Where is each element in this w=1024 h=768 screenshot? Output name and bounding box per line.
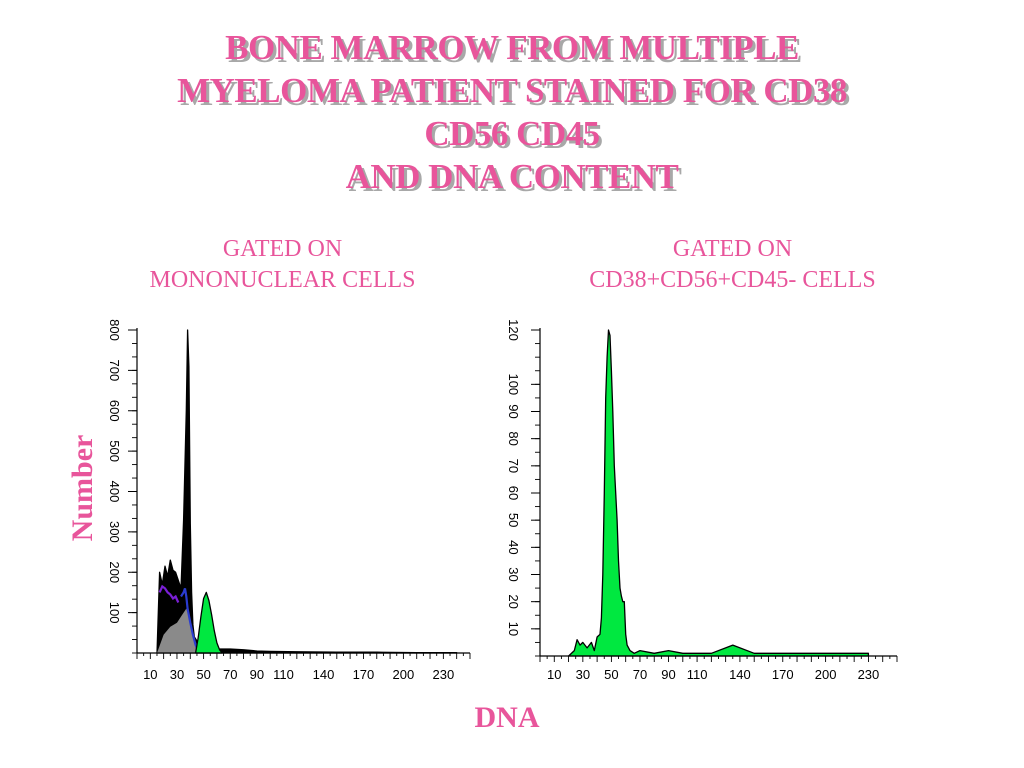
histogram-panel-2: 10 20 30 40 50 60 70 80 90 100 120 10 30 50 70 90 110 140… bbox=[506, 319, 898, 682]
panel-1-series-blue-line bbox=[180, 588, 200, 652]
panel-1-x-tick-label: 110 bbox=[273, 667, 294, 682]
panel-1-y-tick-label: 300 bbox=[107, 521, 122, 543]
right-subtitle-line-1: GATED ON bbox=[672, 236, 793, 262]
main-title: BONE MARROW FROM MULTIPLE MYELOMA PATIEN… bbox=[0, 26, 1024, 198]
panel-1-x-tick-label: 50 bbox=[196, 667, 210, 682]
panel-2-y-tick-label: 40 bbox=[506, 540, 521, 554]
panel-1-x-tick-label: 140 bbox=[313, 667, 335, 682]
panel-1-series-purple-line bbox=[158, 584, 180, 603]
histogram-panel-1: 100 200 300 400 500 600 700 800 10 30 50 70 90 110 140… bbox=[107, 319, 471, 682]
left-subtitle-line-1: GATED ON bbox=[222, 236, 343, 262]
panel-2-y-tick-label: 20 bbox=[506, 594, 521, 608]
panel-2-x-tick-label: 30 bbox=[576, 667, 590, 682]
panel-2-x-tick-label: 50 bbox=[604, 667, 618, 682]
panel-2-x-tick-label: 70 bbox=[633, 667, 647, 682]
title-line-3: CD56 CD45 bbox=[424, 114, 600, 153]
panel-2-y-tick-label: 10 bbox=[506, 622, 521, 636]
title-line-4: AND DNA CONTENT bbox=[345, 157, 679, 196]
panel-1-x-tick-label: 70 bbox=[223, 667, 237, 682]
panel-1-y-tick-label: 800 bbox=[107, 319, 122, 341]
panel-1-y-tick-label: 200 bbox=[107, 561, 122, 583]
panel-2-x-tick-label: 170 bbox=[772, 667, 794, 682]
panel-2-x-tick-label: 200 bbox=[815, 667, 837, 682]
panel-1-series-black-area bbox=[156, 329, 458, 654]
panel-1-x-tick-label: 30 bbox=[170, 667, 184, 682]
panel-1-y-tick-label: 600 bbox=[107, 400, 122, 422]
panel-2-x-tick-label: 90 bbox=[661, 667, 675, 682]
panel-1-y-tick-label: 100 bbox=[107, 602, 122, 624]
panel-2-x-tick-label: 10 bbox=[547, 667, 561, 682]
panel-2-x-tick-label: 230 bbox=[858, 667, 880, 682]
panel-2-y-tick-label: 80 bbox=[506, 431, 521, 445]
left-panel-subtitle: GATED ON MONONUCLEAR CELLS bbox=[60, 234, 505, 296]
panel-2-y-tick-label: 50 bbox=[506, 513, 521, 527]
panel-2-y-tick-label: 70 bbox=[506, 459, 521, 473]
left-subtitle-line-2: MONONUCLEAR CELLS bbox=[149, 267, 416, 293]
title-line-2: MYELOMA PATIENT STAINED FOR CD38 bbox=[177, 71, 847, 110]
panel-1-x-tick-label: 10 bbox=[143, 667, 157, 682]
panel-1-x-tick-label: 170 bbox=[353, 667, 375, 682]
right-subtitle-line-2: CD38+CD56+CD45- CELLS bbox=[589, 267, 876, 293]
x-axis-title: DNA bbox=[474, 701, 540, 734]
panel-2-x-tick-label: 140 bbox=[729, 667, 751, 682]
panel-1-series-green-area bbox=[194, 591, 223, 654]
panel-1-x-tick-label: 230 bbox=[433, 667, 455, 682]
panel-2-y-tick-label: 30 bbox=[506, 567, 521, 581]
panel-1-y-tick-label: 400 bbox=[107, 481, 122, 503]
panel-2-y-tick-label: 100 bbox=[506, 373, 521, 395]
panel-2-y-tick-label: 120 bbox=[506, 319, 521, 341]
panel-2-series-green-area bbox=[567, 329, 870, 657]
panel-2-y-tick-label: 60 bbox=[506, 486, 521, 500]
panel-1-x-tick-label: 90 bbox=[250, 667, 264, 682]
panel-2-x-tick-label: 110 bbox=[687, 667, 708, 682]
title-line-1: BONE MARROW FROM MULTIPLE bbox=[225, 28, 799, 67]
panel-1-y-tick-label: 500 bbox=[107, 440, 122, 462]
panel-1-y-tick-label: 700 bbox=[107, 360, 122, 382]
right-panel-subtitle: GATED ON CD38+CD56+CD45- CELLS bbox=[510, 234, 955, 296]
panel-1-x-tick-label: 200 bbox=[393, 667, 415, 682]
panel-2-y-tick-label: 90 bbox=[506, 404, 521, 418]
